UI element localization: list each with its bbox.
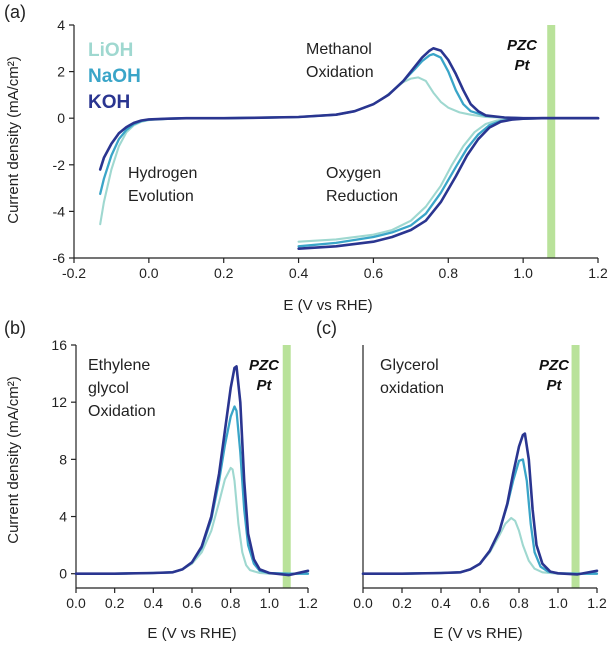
y-tick-label-b: 8 bbox=[59, 451, 67, 467]
series-line-lioh-b-0 bbox=[74, 466, 310, 575]
panel-label-b: (b) bbox=[4, 318, 26, 338]
annotation-methanol: Methanol bbox=[306, 41, 372, 58]
annotation-oxygen: Oxygen bbox=[326, 165, 381, 182]
x-tick-label-b: 1.0 bbox=[260, 595, 280, 611]
x-tick-label-a: 0.6 bbox=[364, 265, 384, 281]
annotation-ethylene-oxidation: Oxidation bbox=[88, 403, 156, 420]
legend-naoh: NaOH bbox=[88, 66, 141, 87]
series-line-naoh-b-0 bbox=[74, 405, 310, 575]
panel-a-methanol-chart: (a) Current density (mA/cm²) E (V vs RHE… bbox=[4, 2, 608, 314]
annotation-ethylene: Ethylene bbox=[88, 357, 150, 374]
annotation-glycerol-oxidation: oxidation bbox=[380, 380, 444, 397]
pzc-label-c-line1: PZC bbox=[539, 357, 570, 374]
series-line-naoh-c-0 bbox=[361, 458, 599, 575]
y-tick-label-b: 12 bbox=[51, 394, 67, 410]
panel-b-xlabel: E (V vs RHE) bbox=[147, 625, 236, 642]
x-tick-label-a: -0.2 bbox=[62, 265, 86, 281]
legend-koh: KOH bbox=[88, 92, 130, 113]
panel-label-c: (c) bbox=[316, 318, 337, 338]
panel-c-glycerol-chart: (c) E (V vs RHE) 0.0 0.2 0.4 0.6 0.8 1.0 1.2 G… bbox=[316, 318, 607, 642]
x-tick-label-c: 0.8 bbox=[509, 595, 529, 611]
annotation-glycerol: Glycerol bbox=[380, 357, 439, 374]
series-line-koh-c-0 bbox=[361, 432, 599, 576]
series-line-lioh-c-0 bbox=[361, 516, 599, 575]
x-tick-label-a: 0.2 bbox=[214, 265, 234, 281]
x-tick-label-b: 0.4 bbox=[144, 595, 164, 611]
x-tick-label-b: 1.2 bbox=[298, 595, 318, 611]
annotation-methanol-oxidation: Oxidation bbox=[306, 64, 374, 81]
y-tick-label-b: 16 bbox=[51, 337, 67, 353]
x-tick-label-b: 0.0 bbox=[66, 595, 86, 611]
x-tick-label-c: 1.0 bbox=[548, 595, 568, 611]
pzc-band-a bbox=[547, 25, 556, 258]
panel-c-plot-area: 0.0 0.2 0.4 0.6 0.8 1.0 1.2 bbox=[353, 345, 607, 611]
x-tick-label-c: 0.2 bbox=[392, 595, 412, 611]
x-tick-label-b: 0.2 bbox=[105, 595, 125, 611]
x-tick-label-b: 0.8 bbox=[221, 595, 241, 611]
pzc-label-b-line1: PZC bbox=[249, 357, 280, 374]
panel-b-ylabel: Current density (mA/cm²) bbox=[5, 376, 22, 544]
y-tick-label-a: -6 bbox=[53, 250, 66, 266]
pzc-label-a-line2: Pt bbox=[515, 57, 531, 74]
annotation-glycol: glycol bbox=[88, 380, 129, 397]
x-tick-label-c: 0.6 bbox=[470, 595, 490, 611]
y-tick-label-a: 2 bbox=[57, 64, 65, 80]
annotation-oxygen-reduction: Reduction bbox=[326, 188, 398, 205]
series-line-koh-a-1 bbox=[297, 116, 600, 250]
pzc-label-b-line2: Pt bbox=[257, 377, 273, 394]
x-tick-label-a: 0.0 bbox=[139, 265, 159, 281]
pzc-band-b bbox=[282, 345, 291, 588]
y-tick-label-b: 4 bbox=[59, 509, 67, 525]
panel-b-plot-area: 0.0 0.2 0.4 0.6 0.8 1.0 1.2 0 4 8 12 16 bbox=[51, 337, 318, 611]
panel-label-a: (a) bbox=[4, 2, 26, 22]
x-tick-label-a: 1.2 bbox=[588, 265, 608, 281]
series-line-koh-b-0 bbox=[74, 365, 310, 577]
annotation-hydrogen-evolution: Evolution bbox=[128, 188, 194, 205]
x-tick-label-c: 1.2 bbox=[587, 595, 607, 611]
pzc-label-a-line1: PZC bbox=[507, 37, 538, 54]
panel-a-xlabel: E (V vs RHE) bbox=[283, 297, 372, 314]
panel-c-xlabel: E (V vs RHE) bbox=[433, 625, 522, 642]
x-tick-label-a: 0.8 bbox=[439, 265, 459, 281]
x-tick-label-c: 0.4 bbox=[431, 595, 451, 611]
x-tick-label-a: 1.0 bbox=[513, 265, 533, 281]
panel-a-ylabel: Current density (mA/cm²) bbox=[5, 56, 22, 224]
y-tick-label-a: 0 bbox=[57, 110, 65, 126]
x-tick-label-b: 0.6 bbox=[182, 595, 202, 611]
y-tick-label-a: 4 bbox=[57, 17, 65, 33]
y-tick-label-a: -4 bbox=[53, 203, 66, 219]
pzc-label-c-line2: Pt bbox=[547, 377, 563, 394]
panel-b-ethylene-glycol-chart: (b) Current density (mA/cm²) E (V vs RHE… bbox=[4, 318, 318, 642]
legend-lioh: LiOH bbox=[88, 40, 133, 61]
x-tick-label-c: 0.0 bbox=[353, 595, 373, 611]
y-tick-label-a: -2 bbox=[53, 157, 66, 173]
x-tick-label-a: 0.4 bbox=[289, 265, 309, 281]
series-line-koh-a-0 bbox=[98, 47, 600, 171]
y-tick-label-b: 0 bbox=[59, 566, 67, 582]
panel-a-plot-area: -0.2 0.0 0.2 0.4 0.6 0.8 1.0 1.2 -6 -4 -2 0 2 4 bbox=[53, 17, 608, 281]
annotation-hydrogen: Hydrogen bbox=[128, 165, 197, 182]
pzc-band-c bbox=[571, 345, 580, 588]
